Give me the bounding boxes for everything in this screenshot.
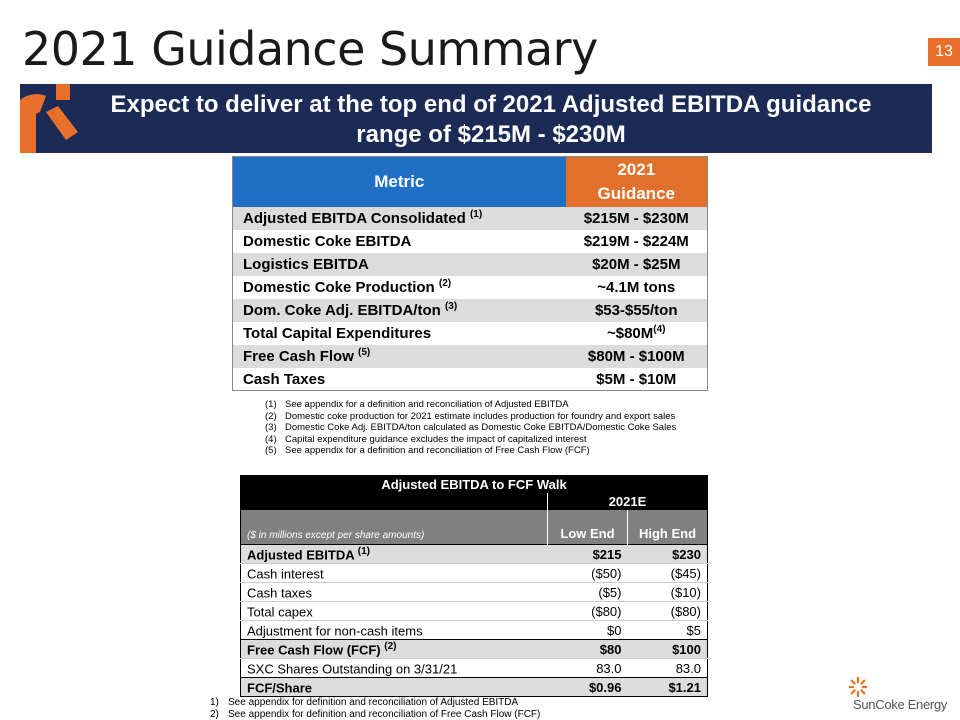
walk-units: ($ in millions except per share amounts) bbox=[240, 509, 548, 545]
metric-header: Metric bbox=[232, 156, 566, 207]
walk-title: Adjusted EBITDA to FCF Walk bbox=[240, 475, 708, 493]
metric-label: Domestic Coke EBITDA bbox=[243, 233, 412, 250]
footnote: (1) See appendix for a definition and rec… bbox=[265, 399, 569, 410]
walk-high: $100 bbox=[627, 639, 708, 659]
walk-low: $0.96 bbox=[547, 677, 628, 697]
metric-value: $80M - $100M bbox=[565, 344, 708, 368]
suncoke-logo-text: SunCoke Energy bbox=[853, 697, 948, 712]
footnote: (4) Capital expenditure guidance excludes… bbox=[265, 433, 587, 445]
walk-low: $80 bbox=[547, 639, 628, 659]
fcf-walk-table: Adjusted EBITDA to FCF Walk 2021E ($ in … bbox=[240, 475, 708, 697]
walk-row: Cash taxes ($5) ($10) bbox=[240, 582, 708, 602]
walk-high: ($45) bbox=[627, 563, 708, 583]
guidance-header: 2021 Guidance bbox=[565, 156, 708, 207]
walk-row: Total capex ($80) ($80) bbox=[240, 601, 708, 621]
walk-high: ($10) bbox=[627, 582, 708, 602]
low-end-header: Low End bbox=[547, 509, 628, 545]
banner: Expect to deliver at the top end of 2021… bbox=[20, 84, 932, 153]
walk-low: $0 bbox=[547, 620, 628, 640]
guidance-row: Dom. Coke Adj. EBITDA/ton (3) $53-$55/ton bbox=[232, 298, 708, 322]
walk-label: FCF/Share bbox=[240, 677, 548, 697]
walk-low: ($50) bbox=[547, 563, 628, 583]
walk-low: $215 bbox=[547, 544, 628, 564]
page-title: 2021 Guidance Summary bbox=[22, 22, 598, 76]
walk-low: ($5) bbox=[547, 582, 628, 602]
walk-label: Adjustment for non-cash items bbox=[240, 620, 548, 640]
guidance-row: Logistics EBITDA $20M - $25M bbox=[232, 252, 708, 276]
walk-high: ($80) bbox=[627, 601, 708, 621]
metric-value: $215M - $230M bbox=[565, 206, 708, 230]
walk-period: 2021E bbox=[547, 492, 708, 510]
high-end-header: High End bbox=[627, 509, 708, 545]
walk-low: 83.0 bbox=[547, 658, 628, 678]
walk-low: ($80) bbox=[547, 601, 628, 621]
walk-label: Cash interest bbox=[240, 563, 548, 583]
walk-label: Free Cash Flow (FCF) (2) bbox=[240, 639, 548, 659]
guidance-row: Free Cash Flow (5) $80M - $100M bbox=[232, 344, 708, 368]
guidance-table: Metric 2021 Guidance Adjusted EBITDA Cons… bbox=[232, 156, 708, 391]
footnote: 2) See appendix for definition and reconc… bbox=[210, 708, 541, 720]
walk-high: $230 bbox=[627, 544, 708, 564]
walk-row: FCF/Share $0.96 $1.21 bbox=[240, 677, 708, 697]
suncoke-mark-icon bbox=[20, 84, 78, 153]
footnote: (3) Domestic Coke Adj. EBITDA/ton calcula… bbox=[265, 422, 677, 434]
walk-footnotes: 1) See appendix for definition and reconc… bbox=[210, 697, 540, 720]
guidance-row: Domestic Coke Production (2) ~4.1M tons bbox=[233, 276, 708, 299]
guidance-footnotes: (1) See appendix for a definition and rec… bbox=[265, 399, 676, 457]
walk-high: $5 bbox=[627, 620, 708, 640]
metric-label: Adjusted EBITDA Consolidated (1) bbox=[232, 206, 566, 230]
metric-value: ~$80M(4) bbox=[606, 324, 666, 342]
walk-label: Adjusted EBITDA (1) bbox=[240, 544, 548, 564]
suncoke-logo-icon bbox=[849, 677, 867, 697]
guidance-row: Cash Taxes $5M - $10M bbox=[233, 368, 708, 391]
footnote: (5) See appendix for a definition and rec… bbox=[265, 445, 590, 457]
metric-label: Logistics EBITDA bbox=[232, 252, 566, 276]
metric-label: Dom. Coke Adj. EBITDA/ton (3) bbox=[232, 298, 566, 322]
footnote: 1) See appendix for definition and reconc… bbox=[210, 697, 519, 708]
metric-label: Domestic Coke Production (2) bbox=[243, 278, 452, 296]
metric-label: Cash Taxes bbox=[243, 370, 326, 388]
page-number: 13 bbox=[928, 38, 960, 66]
metric-value: $53-$55/ton bbox=[565, 298, 708, 322]
walk-high: $1.21 bbox=[627, 677, 708, 697]
guidance-row: Adjusted EBITDA Consolidated (1) $215M - … bbox=[232, 206, 708, 230]
walk-row: Cash interest ($50) ($45) bbox=[240, 563, 708, 583]
walk-row: SXC Shares Outstanding on 3/31/21 83.0 83… bbox=[240, 658, 708, 678]
walk-row: Adjustment for non-cash items $0 $5 bbox=[240, 620, 708, 640]
guidance-row: Domestic Coke EBITDA $219M - $224M bbox=[233, 230, 708, 253]
walk-label: Total capex bbox=[240, 601, 548, 621]
metric-label: Free Cash Flow (5) bbox=[232, 344, 566, 368]
walk-row: Free Cash Flow (FCF) (2) $80 $100 bbox=[240, 639, 708, 659]
guidance-row: Total Capital Expenditures ~$80M(4) bbox=[233, 322, 708, 345]
walk-high: 83.0 bbox=[627, 658, 708, 678]
metric-label: Total Capital Expenditures bbox=[243, 325, 432, 342]
walk-label: Cash taxes bbox=[240, 582, 548, 602]
banner-text: Expect to deliver at the top end of 2021… bbox=[110, 91, 872, 148]
metric-value: $5M - $10M bbox=[596, 370, 677, 388]
walk-label: SXC Shares Outstanding on 3/31/21 bbox=[240, 658, 548, 678]
walk-row: Adjusted EBITDA (1) $215 $230 bbox=[240, 544, 708, 564]
metric-value: $20M - $25M bbox=[565, 252, 708, 276]
metric-value: ~4.1M tons bbox=[597, 279, 676, 296]
footnote: (2) Domestic coke production for 2021 est… bbox=[265, 410, 676, 422]
metric-value: $219M - $224M bbox=[583, 233, 689, 250]
